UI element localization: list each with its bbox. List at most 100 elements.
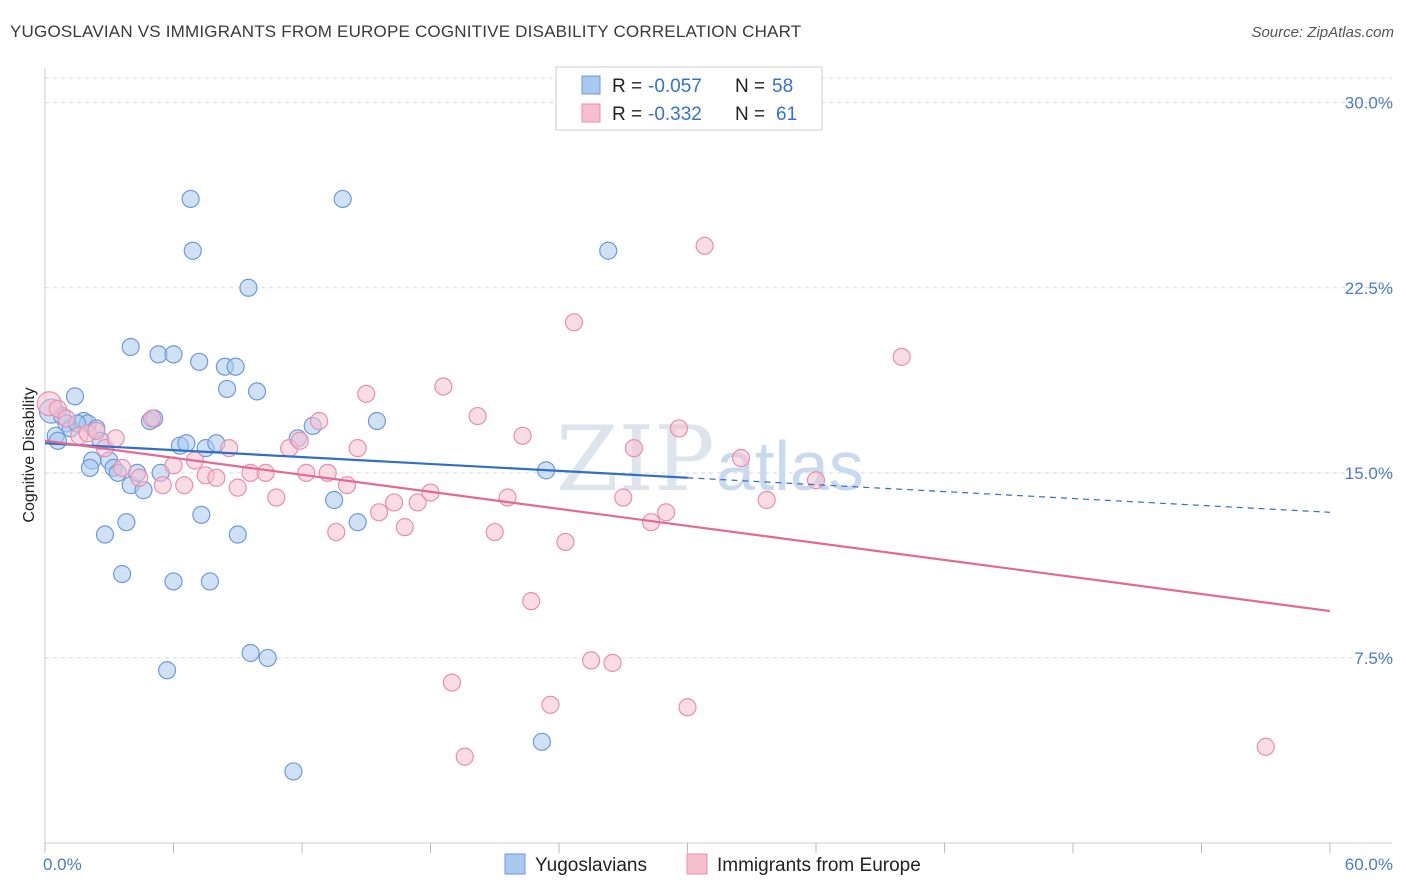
immigrants-point-27 [327,522,346,542]
y-axis-label: Cognitive Disability [21,387,38,522]
yugoslavians-point-52 [532,732,551,751]
yugoslavians-point-36 [228,525,247,544]
immigrants-point-40 [485,522,504,542]
yugoslavians-point-39 [247,382,267,401]
yugoslavians-point-31 [200,572,220,591]
stat-r-label-1: R = [612,104,642,125]
stats-swatch-pink [581,103,601,123]
legend-swatch-yugoslavians [504,853,526,875]
stat-r-value-0: -0.057 [648,76,702,97]
immigrants-point-56 [731,448,751,468]
immigrants-point-8 [112,458,132,478]
y-tick-label-2: 22.5% [1345,279,1393,298]
stats-swatch-blue [581,75,601,95]
gridlines [45,77,1392,659]
yugoslavians-point-25 [177,434,196,453]
immigrants-point-16 [207,468,226,487]
immigrants-point-24 [297,463,316,482]
trend-immigrants [44,439,1331,613]
immigrants-point-7 [106,429,125,448]
chart-source: Source: ZipAtlas.com [1251,24,1394,41]
immigrants-point-44 [541,695,560,714]
immigrants-point-38 [455,747,474,766]
stat-r-label-0: R = [612,76,642,97]
immigrants-point-60 [1256,737,1275,756]
yugoslavians-point-46 [348,513,367,532]
immigrants-point-23 [290,431,309,450]
yugoslavians-point-47 [367,411,387,431]
yugoslavians-point-15 [117,513,136,532]
immigrants-point-33 [395,518,414,537]
legend-label-yugoslavians: Yugoslavians [535,855,647,876]
immigrants-point-9 [130,468,149,487]
immigrants-point-50 [624,439,644,458]
immigrants-point-29 [348,439,367,458]
immigrants-point-10 [142,409,162,428]
immigrants-point-21 [267,488,286,507]
chart-title: YUGOSLAVIAN VS IMMIGRANTS FROM EUROPE CO… [10,22,802,41]
immigrants-point-30 [357,384,376,403]
immigrants-point-25 [310,411,329,431]
yugoslavians-point-51 [164,345,183,364]
watermark-zip: ZIP [556,407,715,512]
immigrants-point-52 [656,503,676,522]
yugoslavians-point-23 [164,572,183,591]
immigrants-point-39 [468,406,487,426]
immigrants-point-58 [806,471,826,490]
stat-n-label-1: N = [735,104,765,125]
yugoslavians-point-14 [112,564,132,584]
stat-n-value-0: 58 [772,76,793,97]
legend-label-immigrants: Immigrants from Europe [717,855,921,876]
yugoslavians-point-45 [333,189,352,209]
stats-box: R = -0.057 N = 58 R = -0.332 N = 61 [555,66,823,131]
immigrants-point-46 [564,313,584,332]
trend-lines [44,439,1331,613]
x-tick-label-0: 0.0% [43,855,82,874]
immigrants-point-43 [522,592,541,611]
yugoslavians-point-49 [121,337,140,357]
yugoslavians-point-40 [258,648,277,668]
immigrants-point-2 [57,409,76,428]
immigrants-point-11 [153,476,172,495]
immigrants-point-47 [582,651,601,670]
immigrants-point-48 [603,653,622,672]
immigrants-point-57 [757,490,776,510]
yugoslavians-point-37 [239,278,258,297]
immigrants-point-49 [614,488,633,507]
x-tick-label-1: 60.0% [1345,855,1393,874]
yugoslavians-point-29 [192,505,211,524]
axes: 7.5% 15.0% 22.5% 30.0% 0.0% 60.0% [43,68,1393,874]
stat-n-label-0: N = [735,76,765,97]
immigrants-point-45 [556,532,575,552]
yugoslavians-point-44 [325,490,344,510]
immigrants-point-54 [678,698,697,717]
immigrants-point-42 [513,426,532,445]
immigrants-point-20 [256,463,275,482]
legend-swatch-immigrants [686,853,708,875]
yugoslavians-point-54 [599,241,618,260]
yugoslavians-point-26 [181,189,200,209]
immigrants-point-53 [669,419,689,438]
yugoslavians-point-22 [157,661,177,680]
yugoslavians-point-41 [284,762,303,781]
watermark: ZIP atlas [556,407,864,512]
y-tick-label-1: 15.0% [1345,464,1393,483]
yugoslavians-point-55 [80,458,100,478]
yugoslavians-point-27 [183,241,202,260]
immigrants-point-18 [228,478,247,497]
yugoslavians-point-28 [190,352,209,371]
trend-yugoslavians-dashed [687,477,1331,513]
immigrants-point-13 [175,476,194,495]
yugoslavians-point-38 [241,643,260,663]
stat-r-value-1: -0.332 [648,104,702,125]
immigrants-point-59 [892,347,911,366]
stat-n-value-1: 61 [776,104,797,125]
trend-yugoslavians-solid [44,442,688,479]
immigrants-point-36 [434,377,453,396]
yugoslavians-point-34 [217,379,237,399]
immigrants-point-37 [442,673,462,692]
immigrants-point-5 [87,421,106,440]
series-immigrants-points [36,236,1275,766]
y-tick-label-0: 7.5% [1354,649,1393,668]
